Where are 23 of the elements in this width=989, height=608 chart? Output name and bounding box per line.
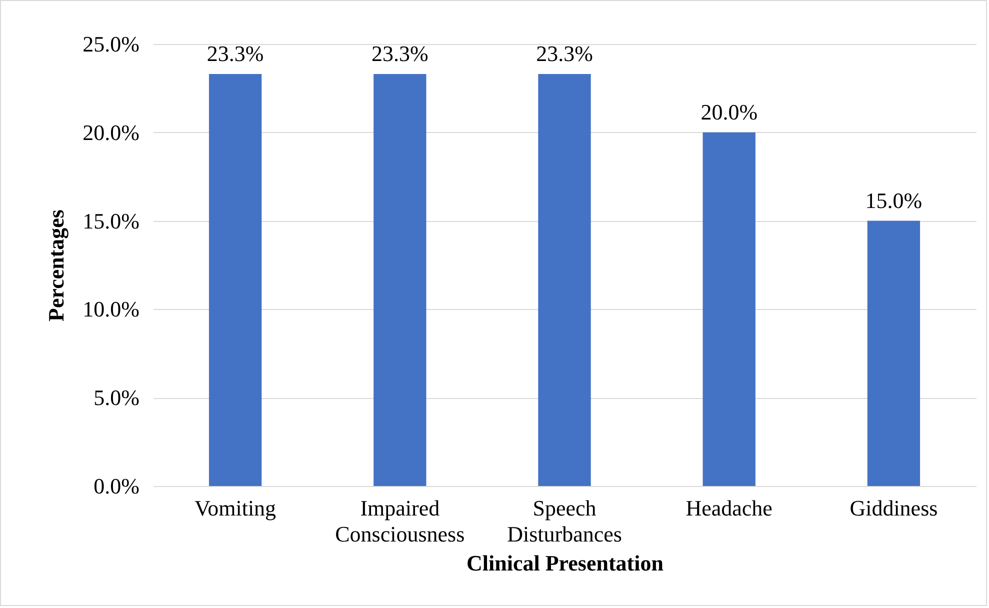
bar <box>208 74 262 486</box>
y-tick-label: 0.0% <box>94 474 140 498</box>
y-tick-label: 25.0% <box>82 32 140 56</box>
data-label: 15.0% <box>865 188 922 213</box>
y-tick-label: 20.0% <box>82 120 140 145</box>
x-tick-label: Giddiness <box>850 496 938 520</box>
bar <box>538 74 591 486</box>
x-tick-label: Headache <box>686 496 772 520</box>
data-label: 23.3% <box>206 41 264 66</box>
y-tick-label: 15.0% <box>82 208 140 234</box>
x-axis-title: Clinical Presentation <box>466 550 664 576</box>
y-axis-title: Percentages <box>44 209 69 322</box>
data-label: 23.3% <box>371 41 428 66</box>
data-label: 23.3% <box>536 41 593 66</box>
x-tick-label: Speech Disturbances <box>507 496 622 546</box>
y-tick-label: 10.0% <box>82 296 140 322</box>
bar <box>867 220 920 486</box>
bar <box>374 74 426 486</box>
y-tick-label: 5.0% <box>94 385 140 410</box>
bar <box>702 132 756 486</box>
data-label: 20.0% <box>700 99 758 124</box>
x-tick-label: Vomiting <box>194 496 276 520</box>
x-tick-label: Impaired Consciousness <box>335 496 465 546</box>
